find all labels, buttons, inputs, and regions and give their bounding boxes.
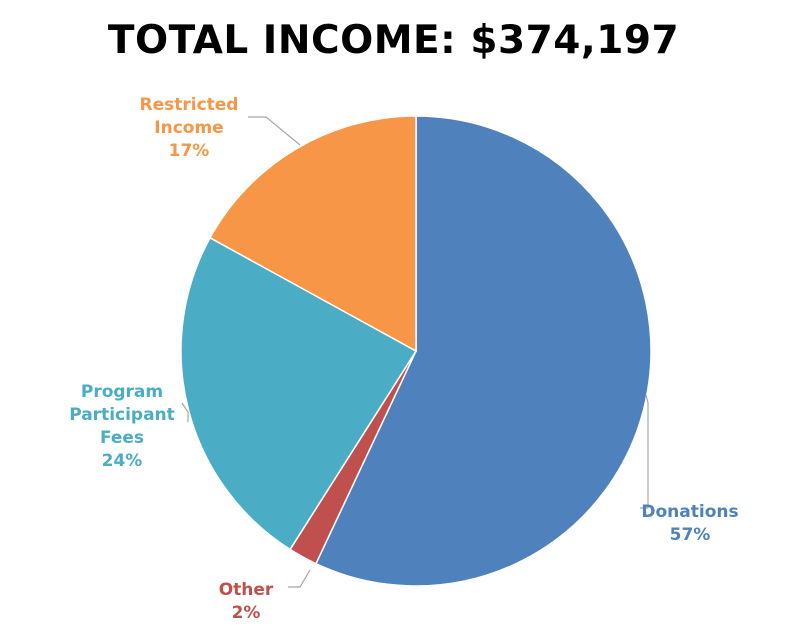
slice-percent-donations: 57% [670, 525, 711, 545]
leader-line-other [288, 569, 311, 588]
slice-name-line-program-participant-fees: Participant [69, 405, 175, 425]
slice-label-other: Other 2% [219, 580, 274, 623]
leader-line-program-participant-fees [181, 402, 189, 422]
slice-name-line-donations: Donations [641, 502, 738, 522]
slice-name-line-program-participant-fees: Fees [100, 428, 144, 448]
chart-title: TOTAL INCOME: $374,197 [107, 18, 680, 63]
slice-label-donations: Donations 57% [641, 502, 738, 545]
slice-percent-other: 2% [232, 603, 261, 623]
slice-name-line-other: Other [219, 580, 274, 600]
leader-line-donations [640, 394, 649, 509]
leader-line-restricted-income [248, 116, 301, 146]
slice-label-program-participant-fees: Program Participant Fees 24% [69, 382, 175, 471]
slice-name-line-program-participant-fees: Program [81, 382, 163, 402]
slice-percent-program-participant-fees: 24% [102, 451, 143, 471]
slice-name-line-restricted-income: Income [154, 118, 223, 138]
pie-slice-donations [314, 115, 652, 587]
slice-percent-restricted-income: 17% [169, 141, 210, 161]
pie-slice-program-participant-fees [180, 236, 418, 551]
slice-label-restricted-income: Restricted Income 17% [140, 95, 239, 161]
pie-slice-restricted-income [209, 115, 417, 353]
slice-name-line-restricted-income: Restricted [140, 95, 239, 115]
